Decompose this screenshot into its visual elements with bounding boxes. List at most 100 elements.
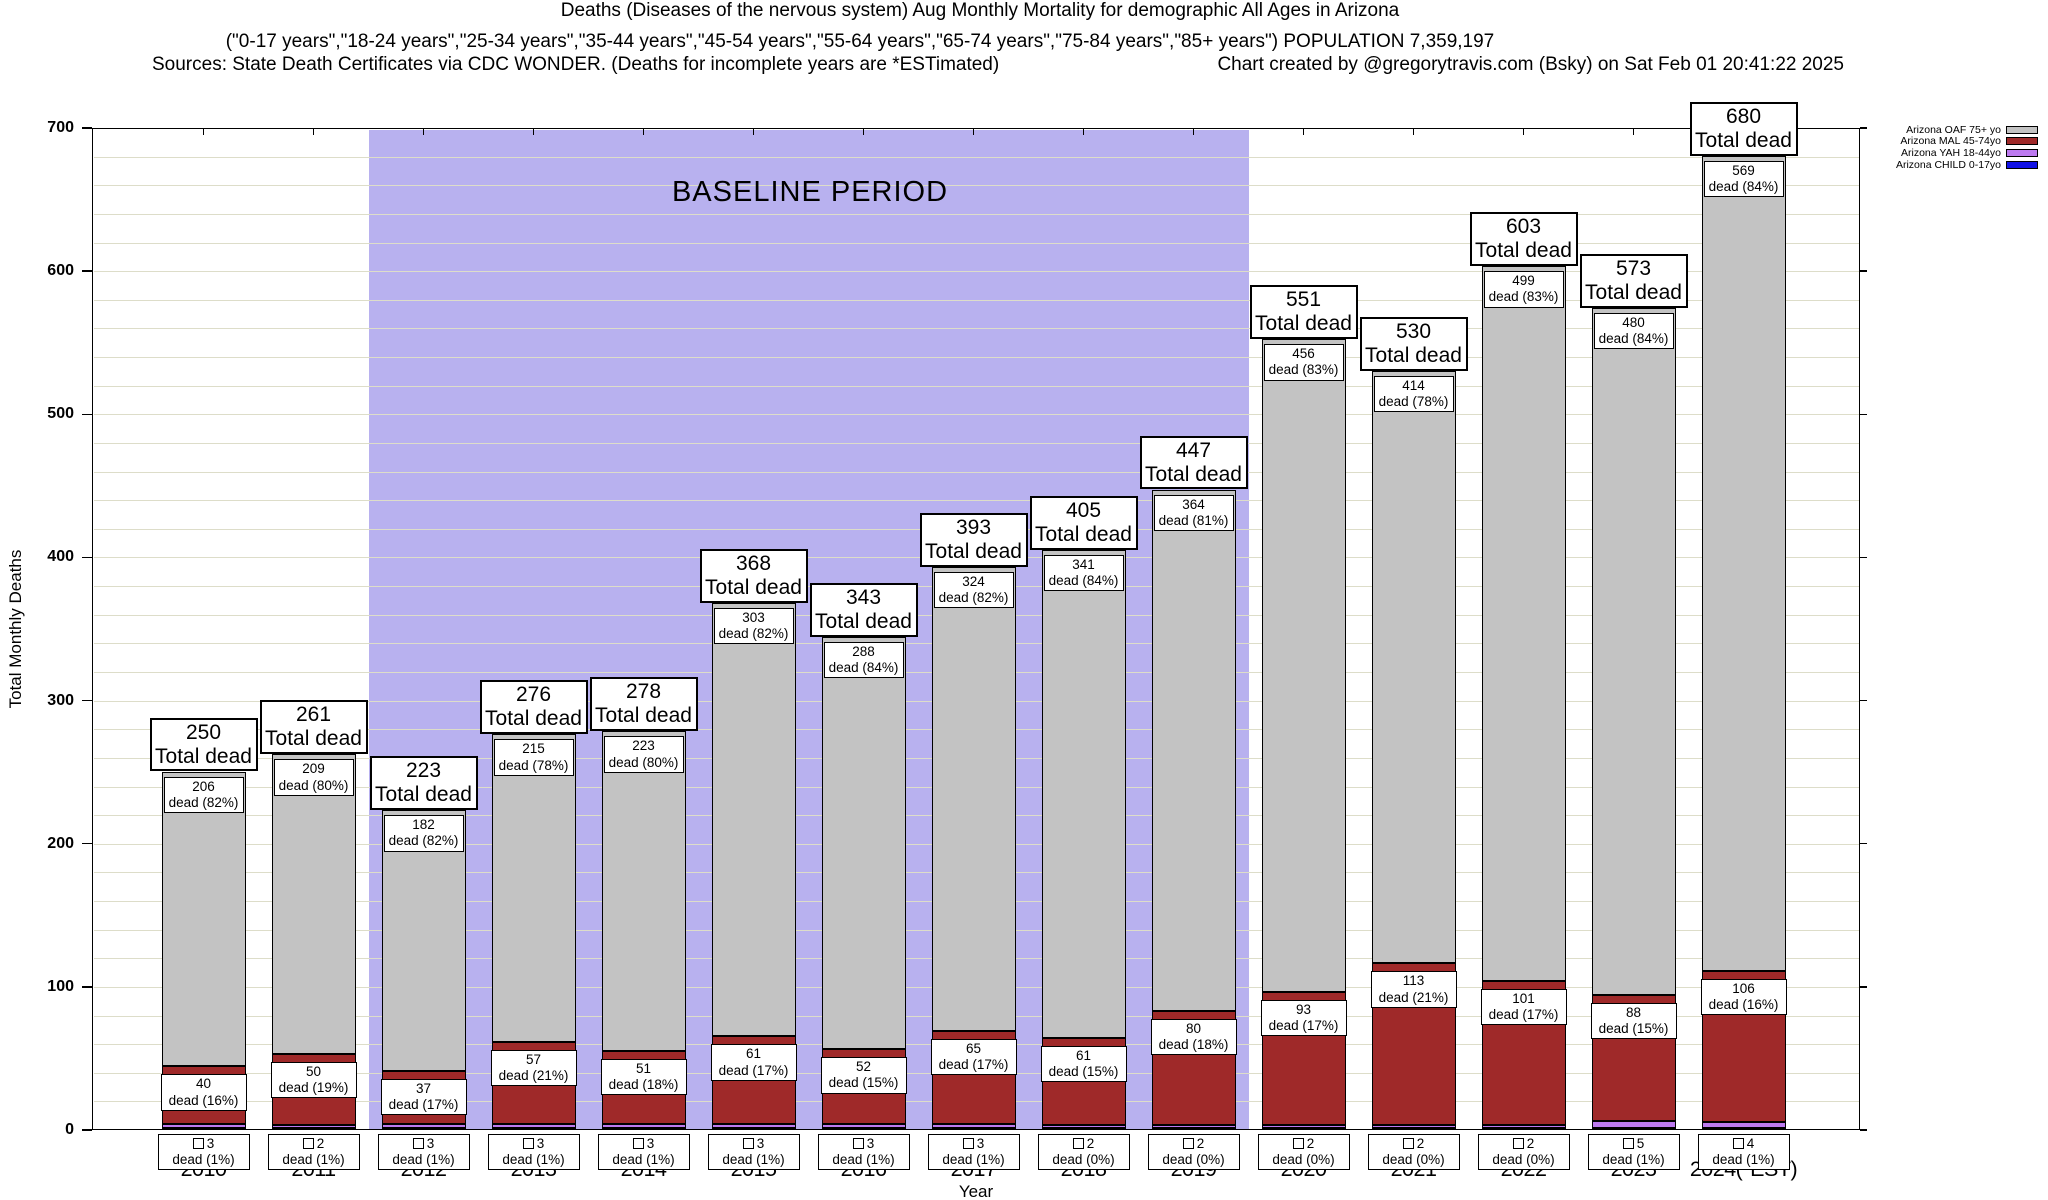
young-count: 3: [646, 1136, 655, 1151]
y-axis-tick: [82, 986, 92, 988]
young-count: 2: [1086, 1136, 1095, 1151]
young-count: 2: [1306, 1136, 1315, 1151]
legend-item-1: Arizona MAL 45-74yo: [1900, 135, 2038, 148]
y-axis-tick-right: [1860, 986, 1867, 988]
legend-item-0: Arizona OAF 75+ yo: [1906, 124, 2038, 136]
young-segment-label: 3 dead (1%): [157, 1134, 250, 1171]
y-axis-tick-label: 300: [47, 691, 74, 709]
young-pct: dead (1%): [612, 1152, 675, 1168]
y-axis-tick-right: [1860, 1129, 1867, 1131]
year-label: 2015: [730, 1157, 777, 1181]
young-count: 2: [1416, 1136, 1425, 1151]
y-axis-tick: [82, 842, 92, 845]
young-pct: dead (1%): [722, 1152, 785, 1168]
small-segment-marker-icon: [522, 1138, 534, 1149]
young-segment-label: 4 dead (1%): [1697, 1134, 1790, 1171]
year-label: 2013: [510, 1157, 557, 1181]
small-segment-marker-icon: [1292, 1138, 1304, 1149]
y-axis-tick-right: [1860, 413, 1867, 416]
young-pct: dead (1%): [942, 1152, 1005, 1168]
young-count: 3: [756, 1136, 765, 1151]
y-axis-tick-label: 700: [47, 119, 74, 136]
small-segment-marker-icon: [962, 1138, 974, 1149]
young-pct: dead (0%): [1052, 1152, 1115, 1168]
small-segment-marker-icon: [852, 1138, 864, 1149]
young-count: 3: [536, 1136, 545, 1151]
young-segment-label: 3 dead (1%): [817, 1134, 910, 1171]
young-pct: dead (1%): [502, 1152, 565, 1168]
year-label: 2012: [400, 1157, 447, 1181]
year-label: 2019: [1170, 1157, 1217, 1181]
year-label: 2014: [620, 1157, 667, 1181]
legend-item-2: Arizona YAH 18-44yo: [1901, 147, 2038, 159]
legend-label: Arizona CHILD 0-17yo: [1895, 158, 2001, 171]
plot-area: [92, 128, 1860, 1130]
y-axis-tick-label: 200: [47, 834, 74, 852]
y-axis-tick-right: [1860, 842, 1867, 845]
young-pct: dead (0%): [1382, 1152, 1445, 1168]
young-pct: dead (0%): [1492, 1152, 1555, 1168]
y-axis-tick-label: 0: [65, 1121, 74, 1138]
small-segment-marker-icon: [1072, 1138, 1084, 1149]
year-label: 2010: [180, 1157, 227, 1181]
young-pct: dead (1%): [1602, 1152, 1665, 1168]
legend: Arizona OAF 75+ yo Arizona MAL 45-74yo Ari…: [1760, 124, 2038, 171]
y-axis-tick-right: [1860, 270, 1867, 272]
small-segment-marker-icon: [192, 1138, 204, 1149]
young-segment-label: 2 dead (1%): [267, 1134, 360, 1171]
y-axis-tick: [82, 127, 92, 129]
young-count: 3: [976, 1136, 985, 1151]
young-segment-label: 3 dead (1%): [597, 1134, 690, 1171]
young-count: 5: [1636, 1136, 1645, 1151]
y-axis-title: Total Monthly Deaths: [6, 549, 25, 709]
small-segment-marker-icon: [1182, 1138, 1194, 1149]
small-segment-marker-icon: [632, 1138, 644, 1149]
year-label: 2020: [1280, 1157, 1327, 1181]
small-segment-marker-icon: [742, 1138, 754, 1149]
young-count: 4: [1746, 1136, 1755, 1151]
year-label: 2023: [1610, 1157, 1657, 1181]
young-pct: dead (1%): [832, 1152, 895, 1168]
small-segment-marker-icon: [412, 1138, 424, 1149]
young-pct: dead (1%): [282, 1152, 345, 1168]
young-count: 2: [1526, 1136, 1535, 1151]
young-segment-label: 3 dead (1%): [377, 1134, 470, 1171]
young-segment-label: 5 dead (1%): [1587, 1134, 1680, 1171]
young-count: 3: [426, 1136, 435, 1151]
legend-item-3: Arizona CHILD 0-17yo: [1896, 159, 2038, 171]
year-label: 2016: [840, 1157, 887, 1181]
y-axis-tick: [82, 413, 92, 416]
young-segment-label: 2 dead (0%): [1257, 1134, 1350, 1171]
x-axis-title: Year: [958, 1182, 994, 1200]
legend-swatch: [2006, 137, 2038, 146]
small-segment-marker-icon: [1512, 1138, 1524, 1149]
chart-credit-note: Chart created by @gregorytravis.com (Bsk…: [1217, 54, 1844, 75]
legend-label: Arizona MAL 45-74yo: [1900, 135, 2001, 148]
y-axis-tick: [82, 699, 92, 702]
y-axis-tick-right: [1860, 556, 1867, 559]
year-label: 2024(*EST): [1689, 1157, 1798, 1181]
chart-sources-note: Sources: State Death Certificates via CD…: [152, 54, 1000, 75]
young-segment-label: 2 dead (0%): [1037, 1134, 1130, 1171]
y-axis-tick: [82, 556, 92, 559]
y-axis-tick-label: 100: [47, 977, 74, 995]
year-label: 2022: [1500, 1157, 1547, 1181]
y-axis-tick-label: 400: [47, 548, 74, 566]
legend-swatch: [2006, 160, 2038, 169]
y-axis-tick-label: 600: [47, 262, 74, 280]
legend-swatch: [2006, 125, 2038, 134]
y-axis-tick-label: 500: [47, 405, 74, 423]
young-count: 2: [316, 1136, 325, 1151]
year-label: 2017: [950, 1157, 997, 1181]
chart-title-line2: ("0-17 years","18-24 years","25-34 years…: [225, 31, 1495, 52]
young-segment-label: 3 dead (1%): [927, 1134, 1020, 1171]
young-pct: dead (1%): [172, 1152, 235, 1168]
young-segment-label: 3 dead (1%): [487, 1134, 580, 1171]
small-segment-marker-icon: [1622, 1138, 1634, 1149]
legend-label: Arizona OAF 75+ yo: [1906, 123, 2001, 136]
year-label: 2018: [1060, 1157, 1107, 1181]
young-pct: dead (0%): [1272, 1152, 1335, 1168]
y-axis-tick-right: [1860, 699, 1867, 702]
young-count: 3: [206, 1136, 215, 1151]
